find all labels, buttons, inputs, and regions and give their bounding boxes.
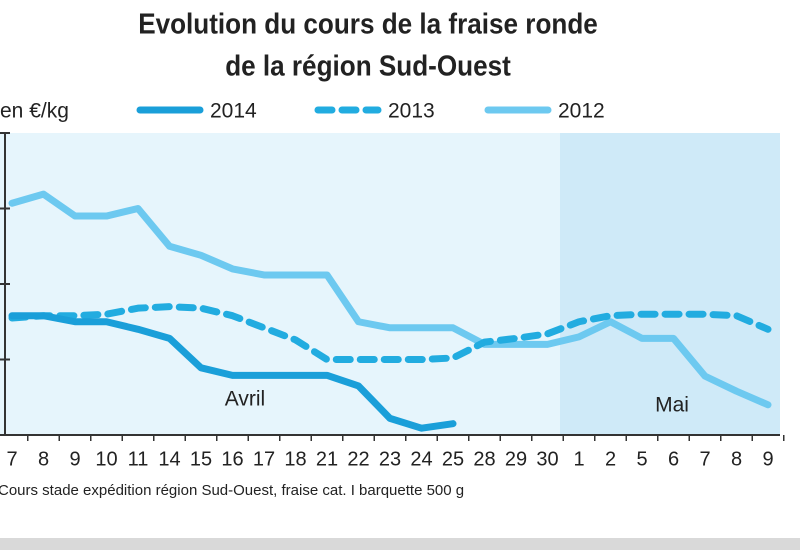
series-line [8,312,457,432]
x-tick-label: 17 [253,448,275,470]
x-tick-label: 16 [221,448,243,470]
legend-label: 2014 [210,100,257,123]
x-tick-label: 29 [505,448,527,470]
x-tick-label: 11 [128,448,149,470]
x-tick-label: 7 [699,448,710,470]
x-tick-label: 23 [379,448,401,470]
legend-label: 2013 [388,100,435,123]
x-tick-label: 5 [636,448,647,470]
bottom-band [0,538,800,550]
x-tick-label: 28 [473,448,495,470]
x-tick-label: 2 [605,448,616,470]
x-tick-label: 1 [573,448,584,470]
annotation: Avril [225,388,265,411]
x-tick-label: 18 [284,448,306,470]
series-line [8,303,772,363]
x-tick-label: 30 [536,448,558,470]
annotation: Mai [655,394,689,417]
mai-shade [560,133,780,435]
x-tick-label: 8 [731,448,742,470]
x-tick-label: 6 [668,448,679,470]
x-tick-label: 22 [347,448,369,470]
x-tick-label: 21 [316,448,338,470]
x-tick-label: 7 [6,448,17,470]
x-tick-label: 24 [410,448,432,470]
chart-title: de la région Sud-Ouest [225,49,511,82]
x-tick-label: 25 [442,448,464,470]
x-tick-label: 9 [69,448,80,470]
y-axis-label: en €/kg [0,100,69,123]
x-tick-label: 10 [95,448,117,470]
chart-title: Evolution du cours de la fraise ronde [138,7,598,40]
x-tick-label: 15 [190,448,212,470]
x-tick-label: 14 [158,448,180,470]
note: Cours stade expédition région Sud-Ouest,… [0,482,464,499]
x-tick-label: 8 [38,448,49,470]
legend-label: 2012 [558,100,605,123]
x-tick-label: 9 [762,448,773,470]
series-line [8,190,772,409]
